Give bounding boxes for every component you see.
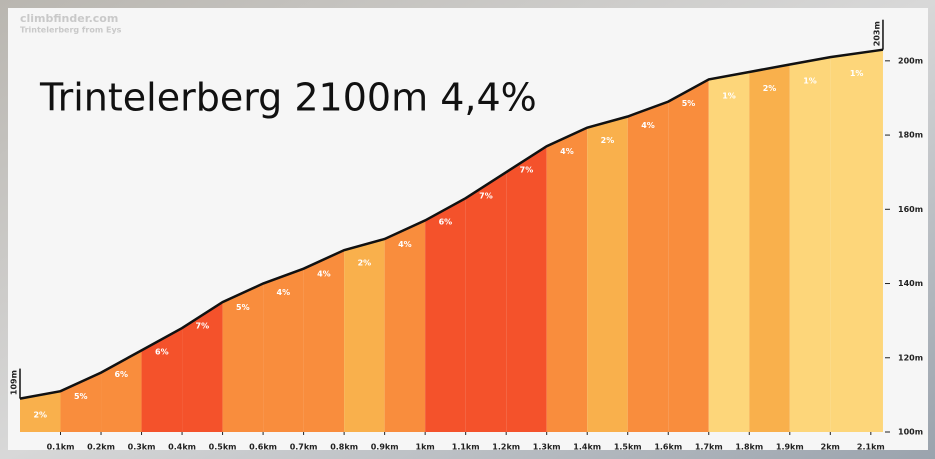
segment [182,302,223,432]
gradient-label: 1% [850,69,864,78]
segment [506,146,547,433]
gradient-label: 5% [682,99,696,108]
x-tick-label: 0.4km [168,443,196,452]
x-tick-label: 0.1km [47,443,75,452]
start-label: 109m [10,370,19,395]
y-tick-label: 100m [898,428,923,437]
x-tick-label: 0.2km [87,443,115,452]
gradient-label: 2% [33,411,47,420]
gradient-label: 5% [74,392,88,401]
gradient-label: 4% [317,270,331,279]
segment [587,116,628,432]
segment [425,198,466,432]
x-tick-label: 0.5km [209,443,237,452]
segment [708,71,750,433]
gradient-label: 5% [236,303,250,312]
segment [101,350,142,432]
x-tick-label: 1.1km [452,443,480,452]
y-tick-label: 160m [898,205,923,214]
gradient-label: 4% [560,147,574,156]
y-tick-label: 180m [898,131,923,140]
segment [222,283,264,432]
gradient-label: 7% [196,322,210,331]
gradient-label: 4% [277,288,291,297]
y-tick-label: 140m [898,279,923,288]
x-tick-label: 2.1km [857,443,885,452]
x-tick-label: 1.7km [695,443,723,452]
x-tick-label: 0.3km [128,443,156,452]
x-tick-label: 1km [416,443,435,452]
gradient-label: 7% [520,166,534,175]
x-tick-label: 1.6km [654,443,682,452]
segment [384,220,426,432]
gradient-label: 6% [114,370,128,379]
x-tick-label: 0.7km [290,443,318,452]
x-tick-label: 1.3km [533,443,561,452]
x-tick-label: 0.6km [249,443,277,452]
segment [789,57,831,432]
profile-line [19,48,884,400]
segment [546,127,588,432]
gradient-label: 2% [601,136,615,145]
segment [627,101,669,433]
x-tick-label: 2km [821,443,840,452]
gradient-label: 2% [763,84,777,93]
y-tick-label: 120m [898,353,923,362]
watermark: climbfinder.com [20,12,118,25]
segment [830,49,883,432]
segment [668,79,709,432]
x-tick-label: 1.8km [735,443,763,452]
gradient-label: 6% [439,218,453,227]
segment [141,328,183,432]
gradient-label: 1% [722,91,736,100]
segment [749,64,790,433]
gradient-label: 4% [641,121,655,130]
segment [263,268,304,432]
y-tick-label: 200m [898,56,923,65]
watermark-subtitle: Trintelerberg from Eys [20,26,122,35]
segment [20,391,61,432]
gradient-label: 6% [155,348,169,357]
gradient-label: 2% [358,258,372,267]
gradient-label: 4% [398,240,412,249]
segment [303,250,345,432]
gradient-label: 1% [803,77,817,86]
end-label: 203m [872,21,881,46]
segment [344,238,385,432]
x-tick-label: 0.8km [330,443,358,452]
x-tick-label: 1.5km [614,443,642,452]
chart-title: Trintelerberg 2100m 4,4% [39,76,537,120]
x-tick-label: 0.9km [371,443,399,452]
x-tick-label: 1.2km [492,443,520,452]
segment [465,172,507,432]
x-tick-label: 1.4km [573,443,601,452]
gradient-label: 7% [479,192,493,201]
x-tick-label: 1.9km [776,443,804,452]
